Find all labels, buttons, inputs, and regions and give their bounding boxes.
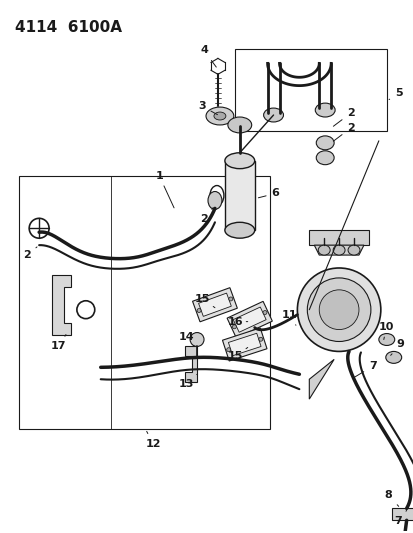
Text: 17: 17 [51,335,66,351]
Ellipse shape [206,107,233,125]
Text: 15: 15 [195,294,214,308]
Bar [198,293,231,317]
Bar [227,301,272,338]
Text: 13: 13 [178,374,197,389]
Text: 2: 2 [332,108,354,126]
Ellipse shape [214,112,225,120]
Circle shape [306,278,370,342]
Ellipse shape [378,334,394,345]
Bar [234,50,386,131]
Bar [192,288,237,322]
Ellipse shape [207,191,221,209]
Text: 12: 12 [145,431,161,449]
Ellipse shape [332,245,344,255]
Bar [391,508,413,520]
Ellipse shape [318,245,330,255]
Text: 11: 11 [281,310,296,325]
Bar [233,307,266,332]
Text: 4114  6100A: 4114 6100A [15,20,122,35]
Text: 1: 1 [155,171,173,208]
Bar [309,230,368,245]
Text: 3: 3 [197,101,217,115]
Text: 10: 10 [378,321,393,340]
Text: 15: 15 [227,348,247,361]
Circle shape [297,268,380,351]
Text: 8: 8 [384,490,398,506]
Text: 7: 7 [394,511,406,526]
Polygon shape [309,359,333,399]
Ellipse shape [316,151,333,165]
Ellipse shape [226,348,230,352]
Ellipse shape [347,245,359,255]
Circle shape [318,290,358,329]
Polygon shape [313,245,363,255]
Ellipse shape [228,297,232,301]
Ellipse shape [224,222,254,238]
Text: 16: 16 [227,317,247,327]
Ellipse shape [227,117,251,133]
Bar [19,175,269,429]
Ellipse shape [224,153,254,168]
Text: 5: 5 [388,88,401,100]
Text: 9: 9 [390,340,404,356]
Bar [222,328,266,361]
Ellipse shape [315,103,335,117]
Ellipse shape [262,311,266,314]
Ellipse shape [190,333,204,346]
Ellipse shape [232,325,236,329]
Ellipse shape [263,108,283,122]
Ellipse shape [197,309,201,312]
Text: 4: 4 [199,45,216,67]
Text: 2: 2 [332,123,354,141]
Polygon shape [185,346,197,382]
Bar [228,333,261,356]
Text: 2: 2 [23,247,37,260]
Ellipse shape [316,136,333,150]
Text: 6: 6 [258,189,279,198]
Bar [224,161,254,230]
Polygon shape [52,275,71,335]
Text: 14: 14 [178,332,197,346]
Ellipse shape [385,351,401,364]
Text: 2: 2 [199,207,213,224]
Ellipse shape [258,337,262,341]
Text: 7: 7 [353,361,376,378]
